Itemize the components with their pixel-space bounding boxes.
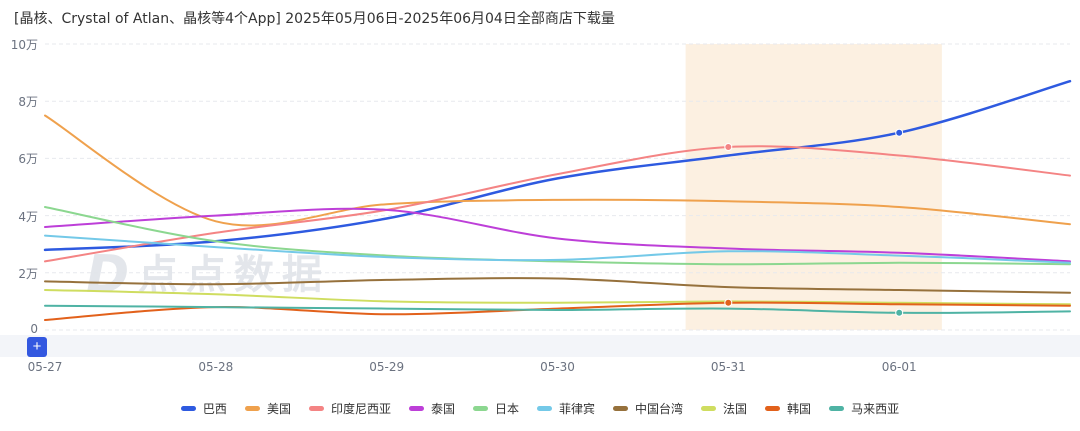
- legend-label: 马来西亚: [851, 402, 900, 416]
- legend-marker-icon: [244, 406, 260, 411]
- legend-marker-icon: [613, 406, 629, 411]
- y-tick-label: 2万: [18, 266, 38, 281]
- data-point-marker[interactable]: [724, 143, 733, 151]
- y-tick-label: 6万: [18, 152, 38, 167]
- legend-marker-icon: [180, 406, 196, 411]
- x-tick-label: 05-28: [198, 360, 234, 374]
- x-tick-label: 05-27: [27, 360, 63, 374]
- data-point-marker[interactable]: [895, 308, 904, 317]
- chart-title: [晶核、Crystal of Atlan、晶核等4个App] 2025年05月0…: [14, 11, 615, 27]
- legend-item-法国[interactable]: 法国: [701, 400, 747, 417]
- series-line-法国[interactable]: [44, 289, 1071, 306]
- legend-marker-icon: [701, 406, 717, 411]
- legend-marker-icon: [308, 406, 324, 411]
- svg-text:点点数据: 点点数据: [138, 252, 330, 298]
- add-button[interactable]: +: [27, 337, 47, 357]
- legend-marker-icon: [537, 406, 552, 411]
- highlight-band: [685, 44, 942, 330]
- legend-marker-icon: [472, 406, 488, 411]
- series-line-菲律宾[interactable]: [44, 234, 1071, 264]
- legend-label: 印度尼西亚: [330, 402, 391, 416]
- series-line-印度尼西亚[interactable]: [44, 145, 1071, 263]
- legend-label: 美国: [266, 402, 291, 416]
- series-line-美国[interactable]: [44, 114, 1071, 227]
- legend: 巴西 美国 印度尼西亚 泰国 日本 菲律宾 中国台湾 法国 韩国 马来西亚: [0, 400, 1080, 417]
- legend-label: 泰国: [430, 402, 455, 416]
- data-point-marker[interactable]: [895, 128, 904, 137]
- x-tick-label: 06-01: [881, 360, 917, 374]
- series-line-中国台湾[interactable]: [44, 277, 1071, 294]
- legend-item-韩国[interactable]: 韩国: [765, 400, 811, 417]
- legend-marker-icon: [408, 406, 424, 411]
- legend-label: 韩国: [787, 402, 812, 416]
- x-tick-label: 05-29: [369, 360, 405, 374]
- legend-item-菲律宾[interactable]: 菲律宾: [537, 400, 595, 417]
- y-tick-label: 8万: [18, 95, 38, 110]
- legend-label: 中国台湾: [635, 402, 684, 416]
- legend-marker-icon: [765, 406, 781, 411]
- legend-label: 巴西: [202, 402, 227, 416]
- legend-item-中国台湾[interactable]: 中国台湾: [613, 400, 683, 417]
- y-tick-label: 0: [30, 322, 38, 336]
- legend-label: 法国: [723, 402, 748, 416]
- series-line-日本[interactable]: [44, 206, 1071, 266]
- legend-label: 日本: [494, 402, 519, 416]
- data-point-marker[interactable]: [724, 298, 733, 307]
- y-tick-label: 4万: [18, 209, 38, 224]
- y-tick-label: 10万: [10, 38, 38, 52]
- legend-item-巴西[interactable]: 巴西: [180, 400, 227, 417]
- x-tick-label: 05-30: [540, 360, 575, 374]
- legend-item-泰国[interactable]: 泰国: [408, 400, 455, 417]
- datazoom-strip[interactable]: [0, 335, 1080, 357]
- watermark: D 点点数据: [86, 245, 330, 305]
- legend-marker-icon: [829, 406, 845, 411]
- x-tick-label: 05-31: [710, 360, 746, 374]
- legend-label: 菲律宾: [559, 402, 596, 416]
- legend-item-美国[interactable]: 美国: [244, 400, 291, 417]
- series-line-泰国[interactable]: [44, 207, 1071, 263]
- legend-item-印度尼西亚[interactable]: 印度尼西亚: [308, 400, 391, 417]
- legend-item-马来西亚[interactable]: 马来西亚: [829, 400, 899, 417]
- legend-item-日本[interactable]: 日本: [472, 400, 519, 417]
- svg-text:D: D: [86, 245, 129, 305]
